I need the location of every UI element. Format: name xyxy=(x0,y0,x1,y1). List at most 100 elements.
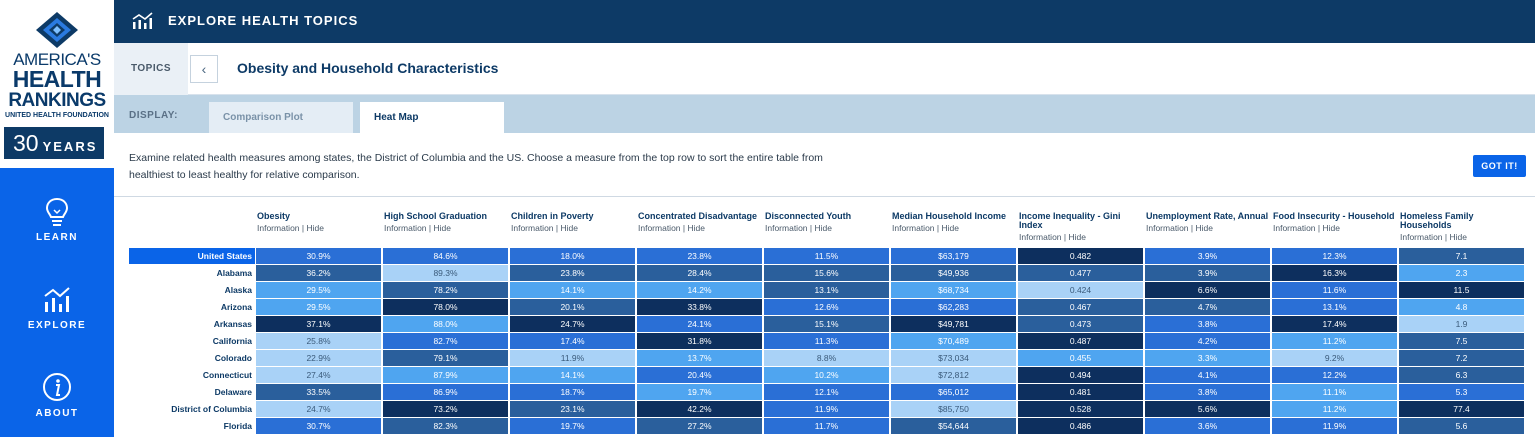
column-title[interactable]: Disconnected Youth xyxy=(765,211,852,221)
heat-map-cell: 27.2% xyxy=(637,418,762,434)
hide-link[interactable]: Hide xyxy=(687,223,705,233)
state-name-cell[interactable]: Connecticut xyxy=(202,370,252,380)
information-link[interactable]: Information xyxy=(257,223,300,233)
hide-link[interactable]: Hide xyxy=(814,223,832,233)
heat-map-cell: 6.6% xyxy=(1145,282,1270,298)
tab-heat-map[interactable]: Heat Map xyxy=(360,102,504,133)
heat-map-cell: 14.1% xyxy=(510,282,635,298)
state-name-cell[interactable]: United States xyxy=(129,248,255,264)
information-link[interactable]: Information xyxy=(384,223,427,233)
heat-map-cell: 42.2% xyxy=(637,401,762,417)
column-links: Information | Hide xyxy=(257,224,381,233)
information-link[interactable]: Information xyxy=(1019,232,1062,242)
information-link[interactable]: Information xyxy=(765,223,808,233)
column-header[interactable]: Unemployment Rate, Annual Information | H… xyxy=(1146,212,1270,233)
heat-map-cell: 12.2% xyxy=(1272,367,1397,383)
column-header[interactable]: Children in Poverty Information | Hide xyxy=(511,212,635,233)
chart-icon xyxy=(44,287,70,312)
heat-map-cell: 3.8% xyxy=(1145,384,1270,400)
topics-label[interactable]: TOPICS xyxy=(114,43,188,95)
nav-about[interactable]: ABOUT xyxy=(0,352,114,437)
state-name-cell[interactable]: Arkansas xyxy=(213,319,252,329)
heat-map-cell: 20.1% xyxy=(510,299,635,315)
heat-map-cell: 77.4 xyxy=(1399,401,1524,417)
heat-map-cell: 86.9% xyxy=(383,384,508,400)
heat-map-cell: 10.2% xyxy=(764,367,889,383)
hide-link[interactable]: Hide xyxy=(941,223,959,233)
heat-map-cell: 5.6 xyxy=(1399,418,1524,434)
hide-link[interactable]: Hide xyxy=(1195,223,1213,233)
information-link[interactable]: Information xyxy=(511,223,554,233)
info-icon xyxy=(43,373,71,401)
back-button[interactable]: ‹ xyxy=(190,55,218,83)
column-title[interactable]: Unemployment Rate, Annual xyxy=(1146,211,1269,221)
heat-map-cell: 7.2 xyxy=(1399,350,1524,366)
nav-learn[interactable]: LEARN xyxy=(0,176,114,264)
column-title[interactable]: Income Inequality - Gini Index xyxy=(1019,211,1121,230)
years-number: 30 xyxy=(13,130,39,156)
divider xyxy=(114,196,1535,197)
state-name-cell[interactable]: Delaware xyxy=(214,387,252,397)
hide-link[interactable]: Hide xyxy=(1322,223,1340,233)
column-title[interactable]: Food Insecurity - Household xyxy=(1273,211,1395,221)
heat-map-cell: 13.1% xyxy=(1272,299,1397,315)
link-separator: | xyxy=(1061,232,1069,242)
column-header[interactable]: Income Inequality - Gini Index Informatio… xyxy=(1019,212,1143,242)
heat-map-cell: 14.2% xyxy=(637,282,762,298)
heat-map-cell: 6.3 xyxy=(1399,367,1524,383)
information-link[interactable]: Information xyxy=(1400,232,1443,242)
heat-map-cell: 30.7% xyxy=(256,418,381,434)
hide-link[interactable]: Hide xyxy=(433,223,451,233)
column-title[interactable]: High School Graduation xyxy=(384,211,487,221)
information-link[interactable]: Information xyxy=(892,223,935,233)
column-header[interactable]: Median Household Income Information | Hid… xyxy=(892,212,1016,233)
tab-comparison-plot[interactable]: Comparison Plot xyxy=(209,102,353,133)
column-title[interactable]: Homeless Family Households xyxy=(1400,211,1474,230)
information-link[interactable]: Information xyxy=(1146,223,1189,233)
information-link[interactable]: Information xyxy=(1273,223,1316,233)
link-separator: | xyxy=(934,223,942,233)
state-name-cell[interactable]: Florida xyxy=(223,421,252,431)
heat-map-cell: 0.494 xyxy=(1018,367,1143,383)
heat-map-cell: 8.8% xyxy=(764,350,889,366)
information-link[interactable]: Information xyxy=(638,223,681,233)
state-name-cell[interactable]: Arizona xyxy=(220,302,252,312)
lightbulb-icon xyxy=(45,197,69,226)
hide-link[interactable]: Hide xyxy=(560,223,578,233)
hide-link[interactable]: Hide xyxy=(306,223,324,233)
hide-link[interactable]: Hide xyxy=(1068,232,1086,242)
heat-map-cell: 0.487 xyxy=(1018,333,1143,349)
hide-link[interactable]: Hide xyxy=(1449,232,1467,242)
nav-explore[interactable]: EXPLORE xyxy=(0,264,114,352)
heat-map-cell: 18.0% xyxy=(510,248,635,264)
column-title[interactable]: Concentrated Disadvantage xyxy=(638,211,758,221)
heat-map-cell: $85,750 xyxy=(891,401,1016,417)
got-it-button[interactable]: GOT IT! xyxy=(1473,155,1526,177)
header-title: EXPLORE HEALTH TOPICS xyxy=(168,13,359,28)
state-name-cell[interactable]: California xyxy=(212,336,252,346)
column-header[interactable]: High School Graduation Information | Hide xyxy=(384,212,508,233)
column-header[interactable]: Concentrated Disadvantage Information | H… xyxy=(638,212,762,233)
heat-map-cell: 4.1% xyxy=(1145,367,1270,383)
column-header[interactable]: Obesity Information | Hide xyxy=(257,212,381,233)
column-title[interactable]: Median Household Income xyxy=(892,211,1007,221)
heat-map-cell: 7.1 xyxy=(1399,248,1524,264)
heat-map-cell: 19.7% xyxy=(637,384,762,400)
logo-diamond-icon xyxy=(36,12,78,48)
display-bar: DISPLAY: Comparison Plot Heat Map xyxy=(114,95,1535,133)
logo[interactable]: AMERICA'S HEALTH RANKINGS UNITED HEALTH … xyxy=(0,0,114,168)
column-links: Information | Hide xyxy=(765,224,889,233)
state-name-cell[interactable]: District of Columbia xyxy=(171,404,252,414)
years-word: YEARS xyxy=(42,139,98,154)
state-name-cell[interactable]: Alabama xyxy=(216,268,252,278)
column-title[interactable]: Obesity xyxy=(257,211,291,221)
heat-map-cell: 15.1% xyxy=(764,316,889,332)
state-name-cell[interactable]: Colorado xyxy=(214,353,252,363)
heat-map-cell: 78.0% xyxy=(383,299,508,315)
column-header[interactable]: Homeless Family Households Information | … xyxy=(1400,212,1524,242)
heat-map-cell: 29.5% xyxy=(256,282,381,298)
state-name-cell[interactable]: Alaska xyxy=(224,285,252,295)
column-title[interactable]: Children in Poverty xyxy=(511,211,594,221)
column-header[interactable]: Disconnected Youth Information | Hide xyxy=(765,212,889,233)
column-header[interactable]: Food Insecurity - Household Information |… xyxy=(1273,212,1397,233)
